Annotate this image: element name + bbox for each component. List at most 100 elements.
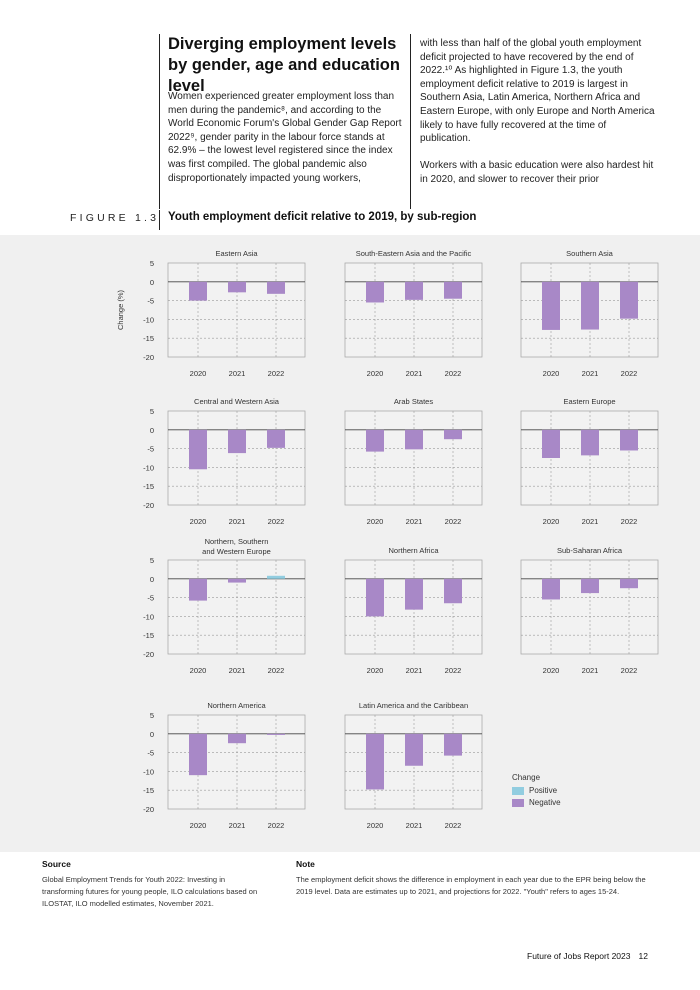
- x-tick-label: 2021: [406, 666, 423, 675]
- x-tick-label: 2022: [445, 666, 462, 675]
- bar: [228, 578, 246, 583]
- x-tick-label: 2021: [229, 517, 246, 526]
- y-tick-label: -15: [143, 631, 154, 640]
- x-tick-label: 2020: [543, 666, 560, 675]
- bar: [542, 429, 560, 458]
- x-tick-label: 2022: [268, 517, 285, 526]
- y-tick-label: -5: [147, 297, 154, 306]
- chart-panel: 2020 2021 2022 Eastern Asia 5 0 -5 -10 -15 -20 Cha…: [116, 249, 306, 378]
- x-tick-label: 2020: [190, 821, 207, 830]
- column-rule-right: [410, 34, 411, 209]
- source-text: Global Employment Trends for Youth 2022:…: [42, 875, 258, 908]
- bar: [366, 281, 384, 303]
- page-footer: Future of Jobs Report 2023 12: [527, 951, 648, 961]
- bar: [581, 578, 599, 594]
- chart-title: Arab States: [394, 397, 433, 406]
- x-tick-label: 2022: [268, 821, 285, 830]
- x-tick-label: 2021: [229, 821, 246, 830]
- bar: [620, 578, 638, 589]
- x-tick-label: 2021: [582, 369, 599, 378]
- report-title: Future of Jobs Report 2023: [527, 951, 631, 961]
- legend-swatch-negative: [512, 798, 524, 807]
- bar: [405, 733, 423, 766]
- x-tick-label: 2020: [367, 666, 384, 675]
- plot-frame: [167, 410, 306, 506]
- chart-title: Central and Western Asia: [194, 397, 280, 406]
- right-column: with less than half of the global youth …: [420, 37, 656, 200]
- source-heading: Source: [42, 859, 71, 869]
- x-tick-label: 2021: [229, 369, 246, 378]
- legend-item-positive: Positive: [512, 786, 561, 795]
- y-tick-label: -10: [143, 767, 154, 776]
- y-tick-label: 0: [150, 426, 154, 435]
- bar: [444, 281, 462, 299]
- y-tick-label: -5: [147, 445, 154, 454]
- bar: [444, 733, 462, 756]
- bar: [267, 575, 285, 579]
- y-tick-label: -5: [147, 749, 154, 758]
- chart-panel: 2020 2021 2022 Latin America and the Caribb…: [344, 701, 483, 830]
- bar: [620, 429, 638, 451]
- x-tick-label: 2022: [445, 517, 462, 526]
- plot-frame: [520, 410, 659, 506]
- column-rule-left: [159, 34, 160, 209]
- page-number: 12: [638, 951, 648, 961]
- chart-legend: Change Positive Negative: [512, 773, 561, 810]
- y-tick-label: -10: [143, 315, 154, 324]
- plot-frame: [344, 262, 483, 358]
- source-block: Source Global Employment Trends for Yout…: [42, 858, 267, 910]
- plot-frame: [167, 714, 306, 810]
- right-column-paragraph-1: with less than half of the global youth …: [420, 38, 655, 145]
- x-tick-label: 2020: [543, 517, 560, 526]
- left-column-paragraph: Women experienced greater employment los…: [168, 91, 402, 184]
- x-tick-label: 2022: [445, 821, 462, 830]
- x-tick-label: 2020: [367, 821, 384, 830]
- chart-title: Northern Africa: [388, 546, 439, 555]
- right-column-paragraph-2: Workers with a basic education were also…: [420, 160, 654, 185]
- chart-panel: 2020 2021 2022 Eastern Europe: [520, 397, 659, 526]
- chart-panel: 2020 2021 2022 Northern America 5 0 -5 -10 -15 -2…: [143, 701, 306, 830]
- y-tick-label: 5: [150, 407, 154, 416]
- x-tick-label: 2021: [406, 821, 423, 830]
- y-tick-label: 5: [150, 556, 154, 565]
- y-tick-label: -15: [143, 482, 154, 491]
- chart-title-line-1: Northern, Southern: [205, 537, 269, 546]
- note-block: Note The employment deficit shows the di…: [296, 858, 661, 898]
- x-tick-label: 2022: [621, 369, 638, 378]
- chart-panel: 2020 2021 2022 Arab States: [344, 397, 483, 526]
- y-tick-label: -15: [143, 334, 154, 343]
- section-heading: Diverging employment levels by gender, a…: [168, 35, 400, 95]
- x-tick-label: 2022: [268, 666, 285, 675]
- x-tick-label: 2020: [190, 517, 207, 526]
- bar: [366, 429, 384, 452]
- bar: [444, 578, 462, 604]
- bar: [405, 578, 423, 610]
- x-tick-label: 2021: [582, 666, 599, 675]
- x-tick-label: 2020: [190, 666, 207, 675]
- bar: [228, 281, 246, 293]
- note-text: The employment deficit shows the differe…: [296, 875, 646, 896]
- x-tick-label: 2020: [543, 369, 560, 378]
- y-tick-label: -20: [143, 501, 154, 510]
- bar: [405, 281, 423, 300]
- chart-panel: 2020 2021 2022 Central and Western Asia 5 0 -5…: [143, 397, 306, 526]
- bar: [228, 429, 246, 454]
- y-tick-label: -10: [143, 463, 154, 472]
- y-tick-label: 0: [150, 730, 154, 739]
- legend-label-negative: Negative: [529, 798, 561, 807]
- y-tick-label: -20: [143, 353, 154, 362]
- chart-title: Northern America: [207, 701, 266, 710]
- bar: [366, 733, 384, 790]
- x-tick-label: 2022: [621, 517, 638, 526]
- x-tick-label: 2021: [229, 666, 246, 675]
- chart-panel: 2020 2021 2022 Southern Asia: [520, 249, 659, 378]
- legend-swatch-positive: [512, 786, 524, 795]
- legend-item-negative: Negative: [512, 798, 561, 807]
- x-tick-label: 2021: [406, 517, 423, 526]
- x-tick-label: 2020: [367, 369, 384, 378]
- y-tick-label: -5: [147, 594, 154, 603]
- y-axis-label: Change (%): [116, 289, 125, 330]
- bar: [267, 281, 285, 294]
